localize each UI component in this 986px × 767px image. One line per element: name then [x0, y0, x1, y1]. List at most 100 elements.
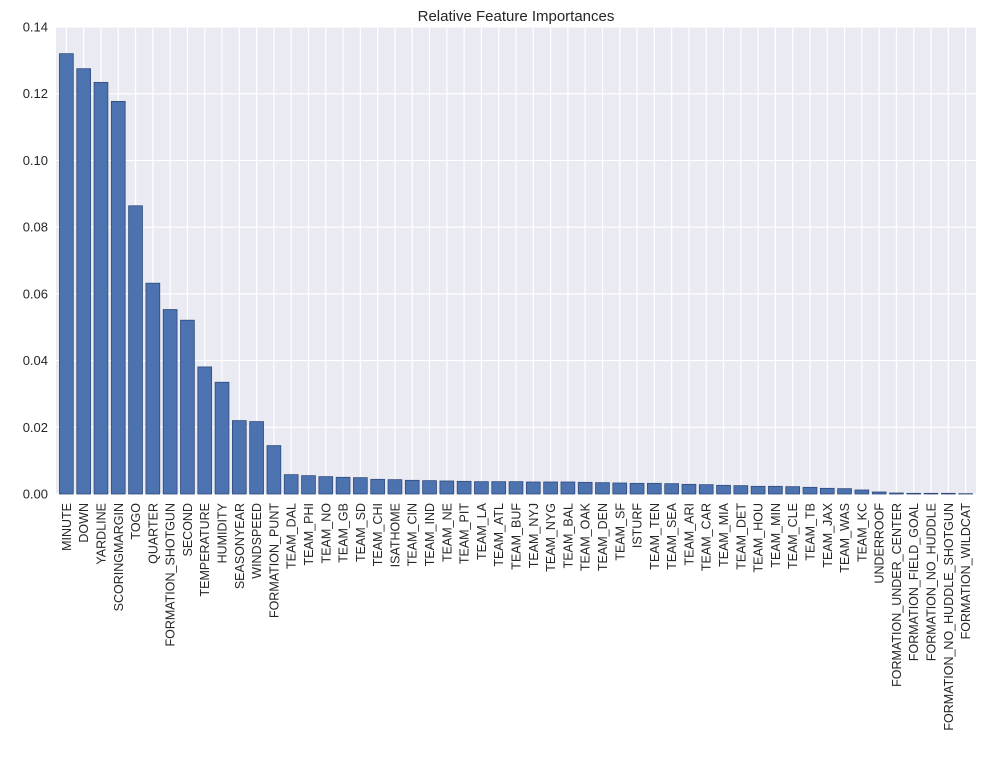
bar-team-cin: [404, 479, 420, 495]
y-tick-label: 0.12: [23, 86, 48, 101]
x-tick-label: ISTURF: [631, 503, 645, 549]
bars: [59, 53, 973, 495]
x-tick-label: TEAM_WAS: [838, 503, 852, 573]
x-tick-label: MINUTE: [60, 503, 74, 551]
bar-isathome: [387, 479, 403, 495]
bar-formation-punt: [266, 445, 282, 495]
x-tick-label: TEAM_GB: [337, 503, 351, 563]
bar-team-nyg: [543, 481, 558, 495]
x-tick-label: SCORINGMARGIN: [112, 503, 126, 611]
x-axis-ticks: MINUTE DOWN YARDLINE SCORINGMARGIN TOGO QUART…: [60, 502, 973, 730]
bar-seasonyear: [231, 420, 247, 495]
x-tick-label: QUARTER: [146, 503, 160, 564]
bar-team-la: [474, 481, 489, 495]
bar-team-nyj: [525, 481, 541, 495]
y-tick-label: 0.10: [23, 153, 48, 168]
bar-team-tb: [802, 486, 818, 495]
x-tick-label: TEAM_JAX: [821, 502, 835, 567]
bar-scoringmargin: [110, 100, 126, 495]
bar-team-bal: [560, 481, 576, 495]
bar-team-ne: [439, 480, 455, 495]
x-tick-label: FORMATION_PUNT: [267, 503, 281, 618]
bar-team-pit: [456, 480, 472, 495]
bar-underroof: [871, 491, 887, 495]
x-tick-label: FORMATION_NO_HUDDLE: [925, 503, 939, 661]
bar-temperature: [197, 366, 213, 495]
x-tick-label: TEAM_CLE: [786, 503, 800, 569]
bar-formation-no-huddle-shotgun: [941, 492, 956, 495]
y-tick-label: 0.00: [23, 487, 48, 502]
bar-team-gb: [335, 476, 351, 495]
bar-team-kc: [854, 489, 870, 495]
x-tick-label: YARDLINE: [94, 503, 108, 565]
x-tick-label: TEAM_SEA: [665, 502, 679, 569]
bar-second: [180, 319, 195, 495]
bar-formation-no-huddle: [923, 492, 939, 495]
x-tick-label: FORMATION_WILDCAT: [959, 503, 973, 640]
x-tick-label: TEAM_NE: [440, 503, 454, 562]
bar-team-phi: [301, 475, 316, 495]
x-tick-label: ISATHOME: [388, 503, 402, 567]
x-tick-label: TEAM_TEN: [648, 503, 662, 570]
y-tick-label: 0.14: [23, 20, 48, 35]
bar-windspeed: [249, 421, 264, 495]
x-tick-label: TEAM_SF: [613, 503, 627, 561]
x-tick-label: TEAM_BAL: [561, 503, 575, 568]
x-tick-label: SEASONYEAR: [233, 503, 247, 589]
bar-down: [76, 68, 91, 495]
x-tick-label: TEAM_CIN: [406, 503, 420, 566]
bar-team-atl: [491, 481, 507, 495]
x-tick-label: FORMATION_NO_HUDDLE_SHOTGUN: [942, 503, 956, 731]
x-tick-label: SECOND: [181, 503, 195, 556]
x-tick-label: TEAM_PHI: [302, 503, 316, 566]
bar-team-hou: [750, 485, 766, 495]
bar-team-sea: [664, 483, 679, 495]
y-tick-label: 0.04: [23, 353, 48, 368]
bar-team-ten: [647, 482, 662, 495]
bar-team-oak: [577, 481, 593, 495]
x-tick-label: DOWN: [77, 503, 91, 543]
bar-team-cle: [785, 486, 801, 495]
x-tick-label: TEAM_ATL: [492, 503, 506, 567]
x-tick-label: TEAM_IND: [423, 503, 437, 566]
x-tick-label: TEAM_LA: [475, 502, 489, 560]
x-tick-label: HUMIDITY: [216, 502, 230, 563]
bar-formation-field-goal: [906, 492, 922, 495]
x-tick-label: TEAM_DEN: [596, 503, 610, 571]
bar-minute: [59, 53, 74, 495]
y-tick-label: 0.02: [23, 420, 48, 435]
bar-team-jax: [819, 487, 835, 495]
y-tick-label: 0.06: [23, 286, 48, 301]
x-tick-label: FORMATION_FIELD_GOAL: [907, 503, 921, 661]
x-tick-label: TEAM_DET: [734, 503, 748, 570]
bar-formation-under-center: [889, 492, 904, 495]
bar-team-ind: [422, 480, 437, 495]
chart-title: Relative Feature Importances: [418, 8, 615, 25]
bar-team-mia: [716, 484, 731, 495]
x-tick-label: FORMATION_UNDER_CENTER: [890, 503, 904, 687]
x-tick-label: TEAM_NYJ: [527, 503, 541, 568]
x-tick-label: TEAM_SD: [354, 503, 368, 562]
x-tick-label: UNDERROOF: [873, 503, 887, 584]
bar-isturf: [629, 482, 645, 495]
x-tick-label: TEMPERATURE: [198, 503, 212, 597]
bar-togo: [128, 205, 143, 495]
x-tick-label: TEAM_MIA: [717, 502, 731, 567]
bar-team-chi: [370, 478, 385, 495]
x-tick-label: TEAM_CHI: [371, 503, 385, 566]
bar-quarter: [145, 282, 161, 495]
bar-team-no: [318, 476, 334, 495]
x-tick-label: TEAM_CAR: [700, 503, 714, 571]
bar-team-sf: [612, 482, 628, 495]
bar-team-dal: [283, 474, 299, 495]
bar-humidity: [214, 381, 230, 495]
bar-team-min: [768, 485, 783, 495]
x-tick-label: TEAM_NYG: [544, 503, 558, 572]
x-tick-label: TEAM_BUF: [510, 503, 524, 570]
x-tick-label: TEAM_NO: [319, 503, 333, 564]
x-tick-label: TOGO: [129, 503, 143, 540]
bar-team-buf: [508, 481, 524, 495]
x-tick-label: TEAM_ARI: [682, 503, 696, 566]
bar-team-car: [698, 484, 714, 495]
